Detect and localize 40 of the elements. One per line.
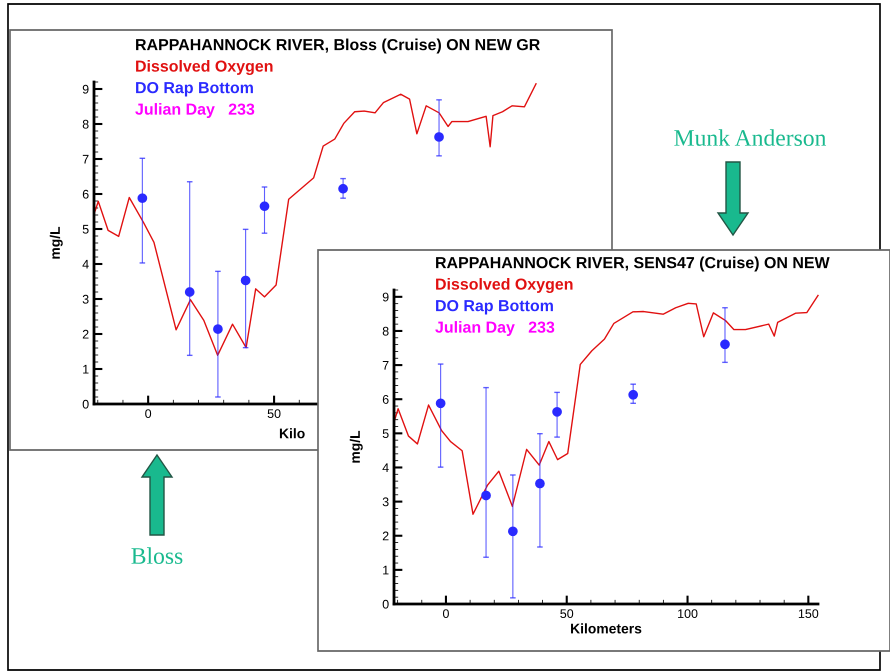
text: DO Rap Bottom	[136, 82, 253, 96]
y-tick-label: 3	[382, 497, 389, 506]
y-tick-label: 1	[383, 566, 389, 574]
x-tick-label: 0	[442, 609, 449, 618]
y-tick-label: 6	[382, 395, 389, 404]
y-tick-label: 2	[382, 532, 389, 540]
y-tick-label: 5	[82, 224, 89, 234]
y-tick-label: 7	[82, 154, 89, 164]
chart-title: RAPPAHANNOCK RIVER, SENS47 (Cruise) ON NEW	[436, 256, 830, 272]
y-axis-title: mg/L	[350, 430, 363, 463]
y-tick-label: 8	[382, 326, 389, 336]
annotation: Julian Day 233	[135, 103, 254, 118]
y-tick-label: 6	[82, 190, 89, 199]
text: Munk Anderson	[674, 129, 826, 146]
y-tick-label: 4	[82, 260, 89, 269]
x-tick-label: 100	[678, 609, 698, 618]
x-axis-title: Kilo	[280, 428, 305, 438]
y-tick-label: 8	[82, 120, 89, 129]
y-tick-label: 9	[382, 292, 389, 302]
y-tick-label: 1	[83, 364, 89, 374]
x-tick-label: 50	[268, 409, 281, 418]
chart-title: RAPPAHANNOCK RIVER, Bloss (Cruise) ON NEW GR	[136, 38, 540, 54]
y-tick-label: 3	[82, 294, 89, 304]
y-axis-title: mg/L	[50, 226, 63, 259]
y-tick-label: 4	[382, 463, 389, 472]
text: DO Rap Bottom	[436, 300, 553, 314]
text: Dissolved Oxygen	[136, 60, 272, 75]
y-tick-label: 0	[382, 600, 389, 609]
x-tick-label: 150	[798, 609, 818, 618]
annotation: Julian Day 233	[435, 321, 554, 336]
y-tick-label: 0	[82, 400, 89, 409]
text: Bloss	[131, 547, 182, 564]
line-series	[394, 294, 819, 515]
x-axis-title: Kilometers	[571, 623, 642, 634]
y-tick-label: 9	[82, 84, 89, 94]
y-tick-label: 7	[382, 361, 389, 370]
x-tick-label: 50	[560, 609, 574, 618]
y-tick-label: 2	[82, 330, 89, 339]
y-tick-label: 5	[382, 429, 389, 438]
text: Dissolved Oxygen	[436, 278, 572, 293]
